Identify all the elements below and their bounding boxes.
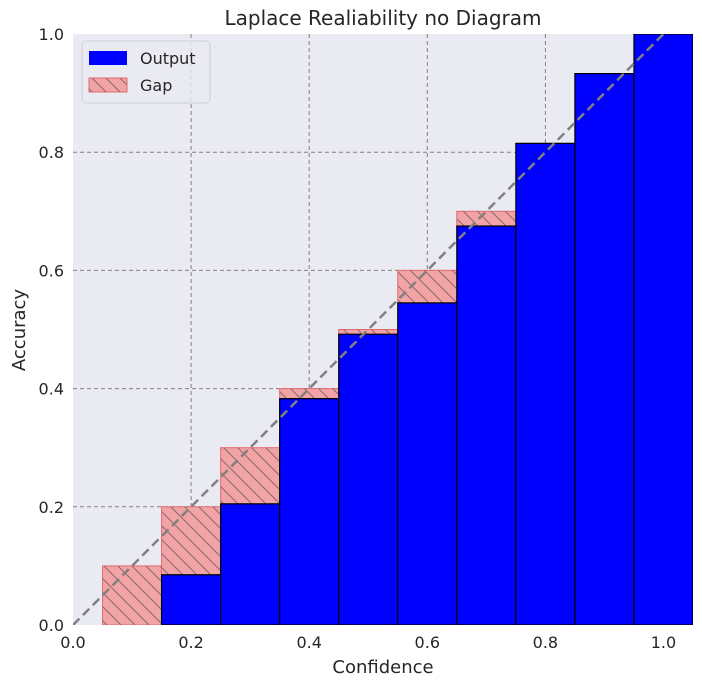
y-axis-title: Accuracy bbox=[9, 289, 30, 372]
legend-swatch-gap-hatch bbox=[89, 78, 127, 92]
output-bar bbox=[633, 34, 693, 625]
output-bar bbox=[515, 142, 576, 625]
y-tick-label: 1.0 bbox=[39, 25, 64, 44]
chart-title: Laplace Realiability no Diagram bbox=[224, 6, 541, 30]
x-tick-label: 0.4 bbox=[296, 633, 321, 652]
x-tick-label: 1.0 bbox=[651, 633, 676, 652]
y-tick-label: 0.8 bbox=[39, 143, 64, 162]
gap-bar-hatch bbox=[397, 270, 457, 303]
x-tick-label: 0.0 bbox=[60, 633, 85, 652]
output-bar bbox=[160, 574, 222, 625]
legend-label-output: Output bbox=[140, 49, 196, 68]
gap-bar-hatch bbox=[279, 388, 339, 399]
diagonal-line bbox=[73, 34, 666, 625]
gap-bar-hatch bbox=[102, 565, 162, 625]
legend-label-gap: Gap bbox=[140, 76, 172, 95]
perfect-calibration-line bbox=[73, 34, 666, 625]
output-bar bbox=[397, 302, 458, 625]
x-tick-labels: 0.0 0.2 0.4 0.6 0.8 1.0 bbox=[60, 633, 676, 652]
legend: Output Gap bbox=[81, 40, 211, 104]
output-bar bbox=[574, 72, 635, 625]
y-tick-label: 0.0 bbox=[39, 616, 64, 635]
output-bar bbox=[456, 225, 517, 625]
output-bar bbox=[338, 333, 399, 625]
gap-bar-hatch bbox=[161, 506, 221, 575]
x-axis-title: Confidence bbox=[332, 657, 433, 678]
gap-bar-hatch bbox=[220, 447, 280, 504]
y-tick-labels: 0.0 0.2 0.4 0.6 0.8 1.0 bbox=[39, 25, 64, 635]
legend-swatch-output bbox=[89, 51, 127, 65]
output-bar bbox=[220, 503, 281, 625]
y-tick-label: 0.4 bbox=[39, 380, 64, 399]
x-tick-label: 0.2 bbox=[178, 633, 203, 652]
x-tick-label: 0.8 bbox=[533, 633, 558, 652]
output-bars bbox=[160, 34, 693, 625]
gap-bar-hatch bbox=[456, 211, 516, 227]
gap-bars bbox=[102, 210, 517, 625]
output-bar bbox=[279, 398, 340, 625]
y-tick-label: 0.2 bbox=[39, 498, 64, 517]
gap-bar-hatch bbox=[338, 329, 398, 335]
x-tick-label: 0.6 bbox=[415, 633, 440, 652]
y-tick-label: 0.6 bbox=[39, 261, 64, 280]
